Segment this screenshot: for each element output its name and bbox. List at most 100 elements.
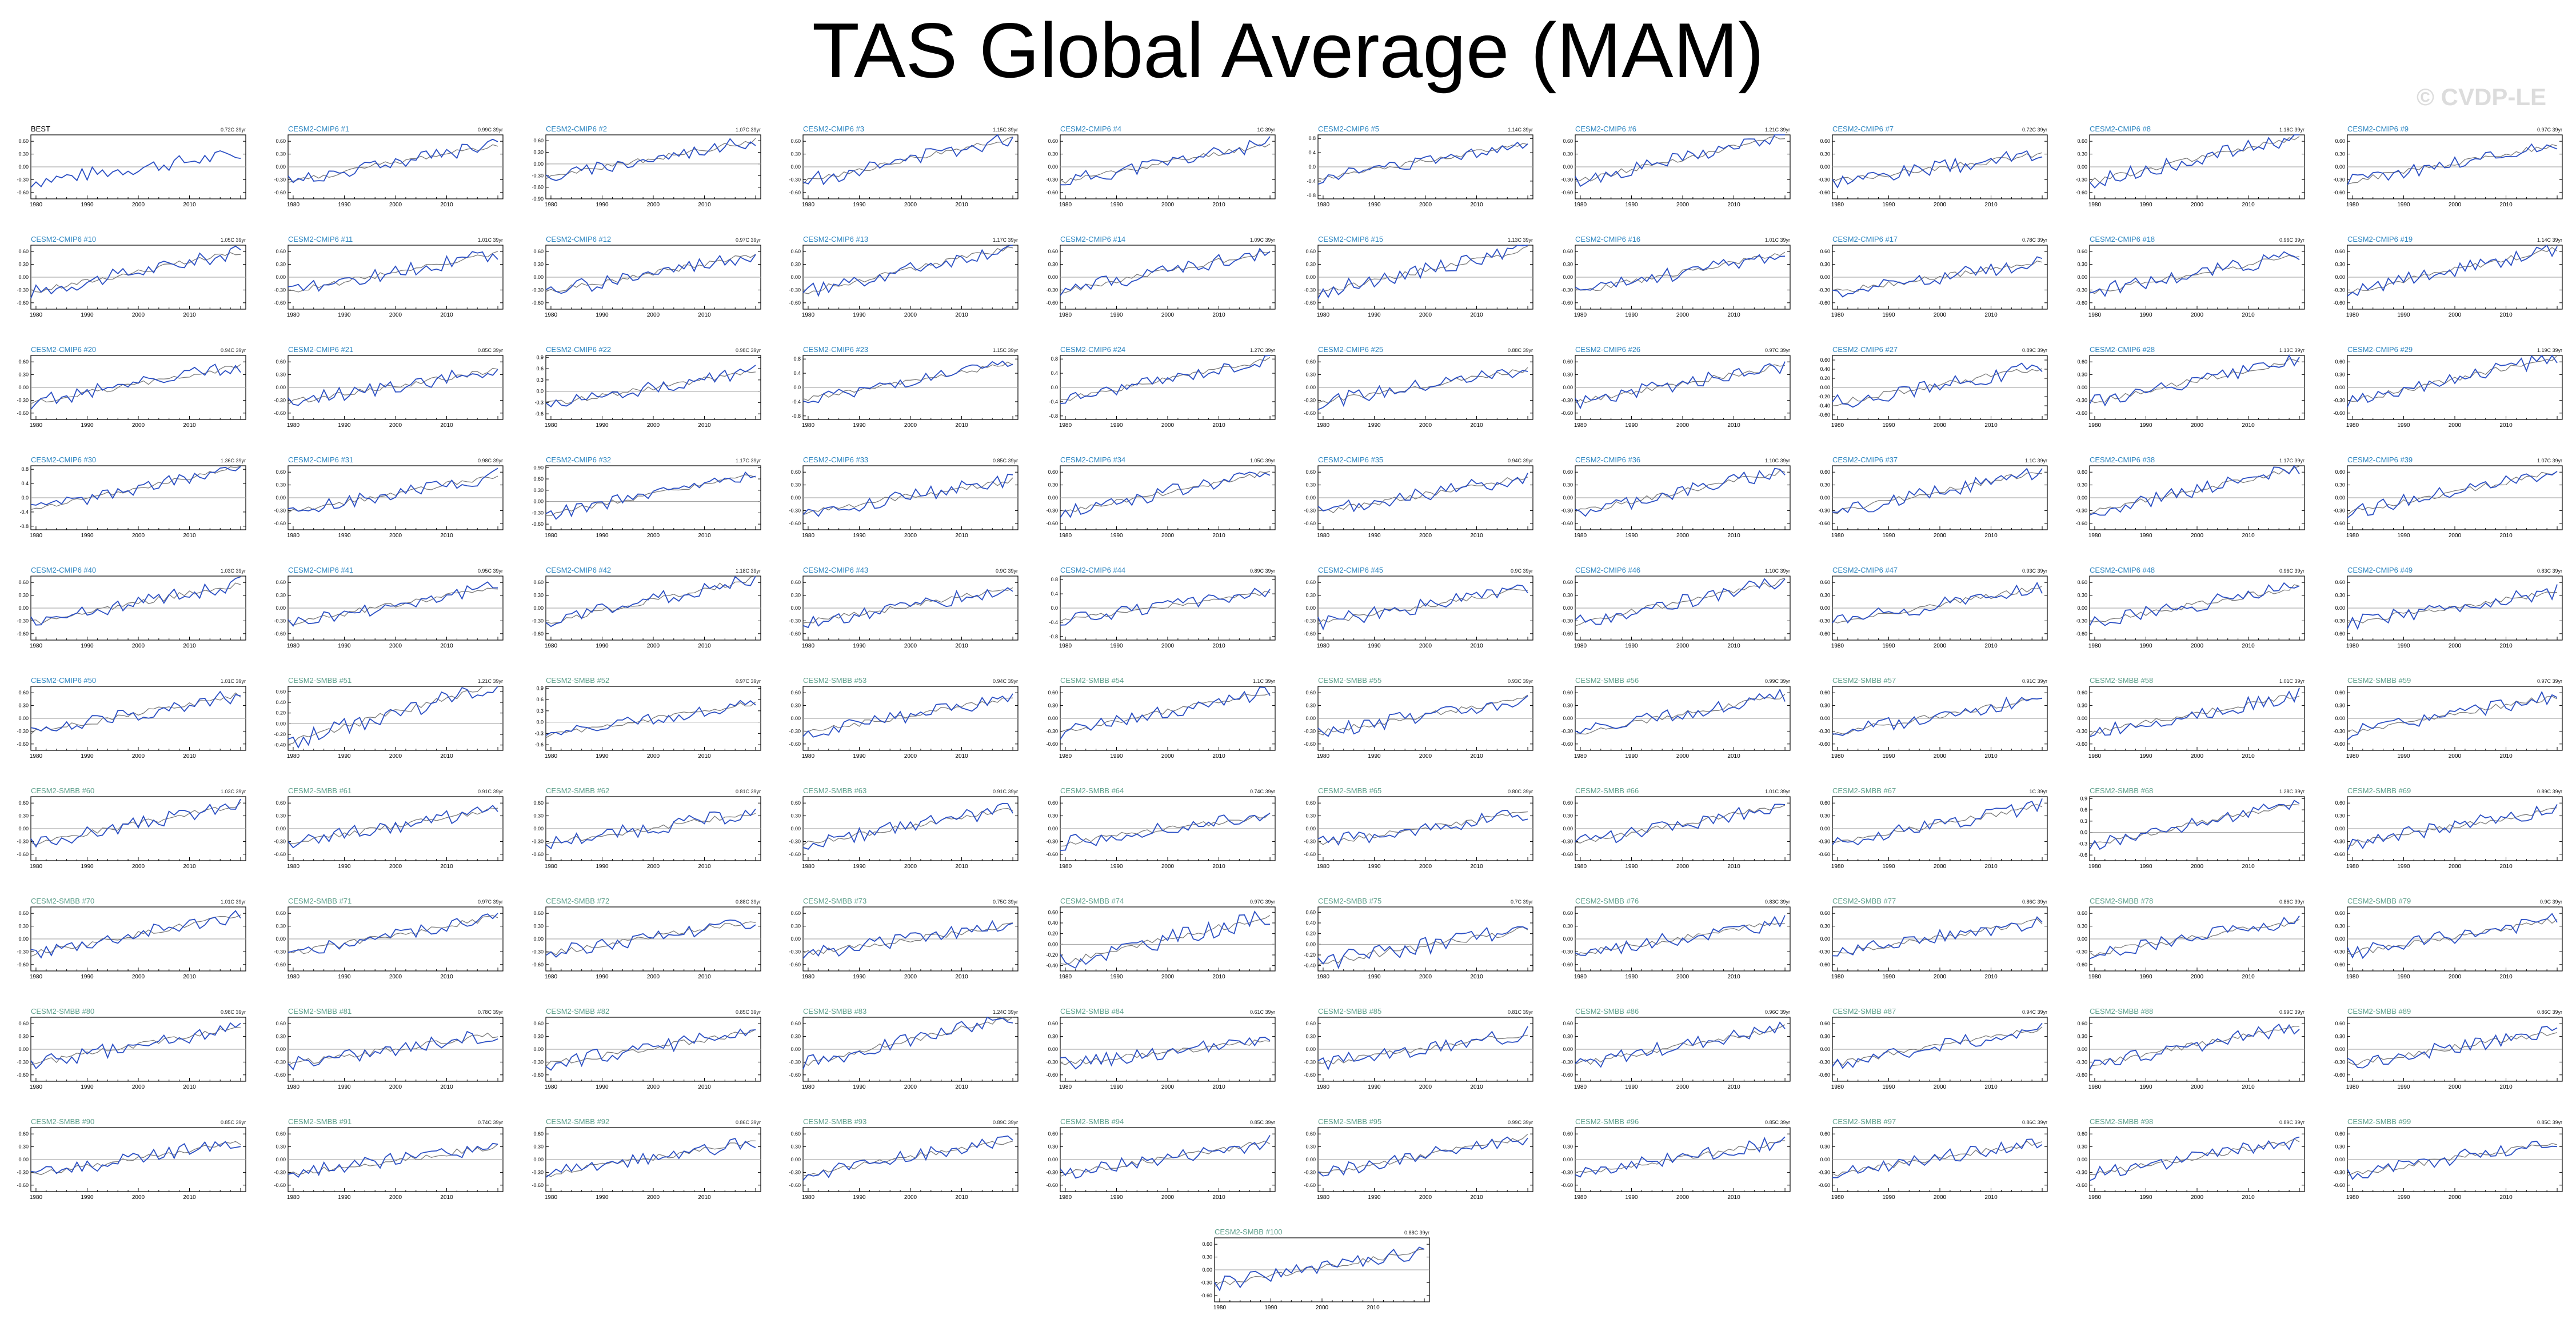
x-tick-label: 1980 [2088,1194,2102,1201]
member-line [1317,1026,1528,1071]
y-tick-label: 0.30 [2078,703,2088,709]
x-tick-label: 1990 [81,312,94,318]
x-tick-label: 2000 [646,312,660,318]
x-tick-label: 2000 [132,864,145,870]
member-line [802,920,1013,959]
panel-chart: CESM2-CMIP6 #18 0.96C 39yr0.600.300.00-0.… [2076,235,2305,318]
member-line [288,1142,498,1178]
panel-title: CESM2-CMIP6 #14 [1060,235,1125,243]
panel-title: CESM2-CMIP6 #7 [1832,125,1894,133]
panel-chart: CESM2-SMBB #84 0.61C 39yr0.600.300.00-0.3… [1047,1007,1276,1090]
x-tick-label: 2010 [698,1084,711,1090]
y-tick-label: 0.30 [533,813,544,819]
y-tick-label: 0.30 [2078,372,2088,378]
y-tick-label: -0.6 [2079,852,2088,858]
trend-label: 1.01C 39yr [221,899,246,905]
panel-title: CESM2-CMIP6 #35 [1318,455,1383,464]
member-line [1060,686,1271,740]
panel-chart: CESM2-CMIP6 #33 0.85C 39yr0.600.300.00-0.… [789,455,1019,539]
x-tick-label: 2010 [1984,202,1998,208]
x-tick-label: 1990 [1625,864,1638,870]
x-tick-label: 1980 [287,1194,300,1201]
y-tick-label: 0.60 [18,800,29,806]
y-tick-label: -0.60 [1304,1182,1316,1188]
y-tick-label: 0.60 [2335,359,2345,365]
y-tick-label: 0.30 [790,703,801,709]
y-tick-label: -0.60 [789,631,801,637]
panel-chart: CESM2-SMBB #61 0.91C 39yr0.600.300.00-0.3… [274,786,504,870]
y-tick-label: 0.60 [276,689,286,694]
member-line [1575,1136,1786,1178]
ensemble-mean-line [1832,698,2043,736]
y-tick-label: 0.00 [1048,826,1059,832]
y-tick-label: 0.40 [276,700,286,705]
panel-title: CESM2-CMIP6 #4 [1060,125,1121,133]
y-tick-label: -0.8 [1049,634,1059,639]
x-tick-label: 1980 [1574,643,1587,649]
y-tick-label: -0.30 [1819,1169,1831,1175]
y-tick-label: -0.30 [2333,1059,2345,1065]
x-tick-label: 2000 [904,974,917,980]
y-tick-label: -0.30 [274,1059,286,1065]
panel-title: CESM2-CMIP6 #16 [1575,235,1640,243]
y-tick-label: 0.40 [1820,366,1831,372]
panel: CESM2-SMBB #90 0.85C 39yr 0.60 0.30 0.00 -0.3… [7,1113,247,1226]
ensemble-mean-line [545,1029,756,1067]
panel-title: CESM2-SMBB #86 [1575,1007,1639,1016]
y-tick-label: 0.00 [1305,1157,1316,1162]
panel-title: CESM2-SMBB #95 [1318,1117,1381,1126]
x-tick-label: 2000 [2449,1194,2462,1201]
panel: CESM2-CMIP6 #37 1.1C 39yr 0.60 0.30 0.00 -0.3… [1808,451,2048,564]
x-tick-label: 1980 [2346,312,2359,318]
panel-chart: CESM2-SMBB #87 0.94C 39yr0.600.300.00-0.3… [1819,1007,2048,1090]
y-tick-label: 0.30 [276,593,286,598]
y-tick-label: 0.60 [2078,359,2088,365]
x-tick-label: 1980 [30,202,43,208]
y-tick-label: 0.6 [536,697,544,702]
y-tick-label: -0.60 [1304,852,1316,857]
member-line [1060,1135,1271,1179]
x-tick-label: 2000 [1676,864,1690,870]
trend-label: 0.78C 39yr [478,1009,503,1015]
member-line [2089,134,2300,189]
y-tick-label: -0.60 [274,521,286,526]
ensemble-mean-line [802,477,1013,515]
x-tick-label: 1980 [802,753,815,760]
trend-label: 1.18C 39yr [2279,127,2305,133]
y-tick-label: 0.20 [1820,375,1831,381]
x-tick-label: 1980 [1059,974,1072,980]
trend-label: 0.98C 39yr [478,458,503,463]
x-tick-label: 2000 [904,312,917,318]
y-tick-label: -0.30 [1819,287,1831,293]
x-tick-label: 2010 [2499,533,2513,539]
trend-label: 0.98C 39yr [736,347,761,353]
y-tick-label: 0.00 [1048,495,1059,501]
y-tick-label: 0.30 [2078,593,2088,598]
panel-title: CESM2-CMIP6 #32 [546,455,611,464]
y-tick-label: 0.00 [533,274,544,280]
y-tick-label: -0.4 [1307,178,1316,184]
y-tick-label: -0.60 [2076,1182,2088,1188]
trend-label: 0.93C 39yr [2022,568,2047,574]
panel-chart: CESM2-CMIP6 #26 0.97C 39yr0.600.300.00-0.… [1561,345,1791,429]
x-tick-label: 1980 [544,533,557,539]
member-line [288,686,498,749]
y-tick-label: -0.20 [1047,952,1059,958]
x-tick-label: 2000 [389,202,402,208]
y-tick-label: 0.3 [2080,818,2088,824]
member-line [1832,1022,2043,1069]
ensemble-mean-line [1060,915,1271,965]
x-tick-label: 2010 [1213,422,1226,429]
panel-title: CESM2-CMIP6 #5 [1318,125,1379,133]
y-tick-label: -0.60 [17,1072,29,1078]
panel-title: CESM2-SMBB #87 [1832,1007,1896,1016]
x-tick-label: 2000 [1419,422,1432,429]
trend-label: 0.91C 39yr [478,789,503,794]
y-tick-label: 0.30 [790,482,801,488]
y-tick-label: -0.30 [17,838,29,844]
panel-chart: CESM2-SMBB #66 1.01C 39yr0.600.300.00-0.3… [1561,786,1791,870]
y-tick-label: -0.30 [2076,949,2088,954]
trend-label: 1.03C 39yr [221,789,246,794]
y-tick-label: 0.00 [533,1046,544,1052]
member-line [1832,150,2043,189]
